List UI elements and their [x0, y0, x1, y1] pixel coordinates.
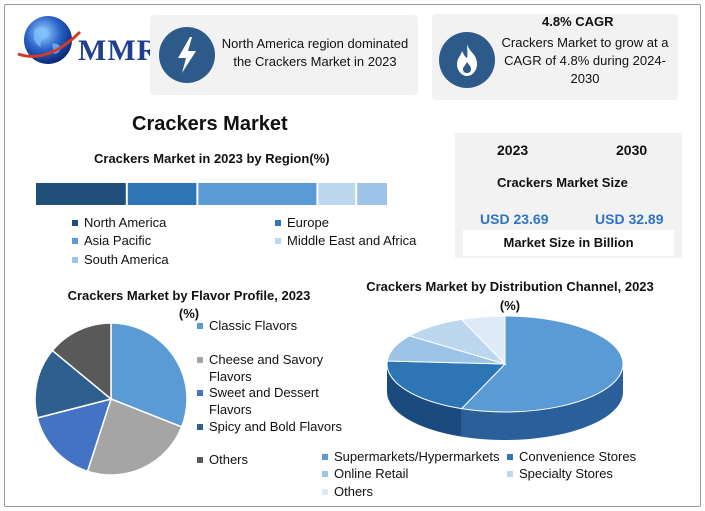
legend-sweet-dessert: Sweet and Dessert Flavors	[197, 384, 339, 418]
lightning-icon	[159, 27, 215, 83]
legend-swatch	[507, 453, 513, 460]
pie-slice-classic-flavors	[110, 322, 188, 428]
legend-convenience: Convenience Stores	[507, 449, 636, 464]
pie-slice-cheese-and-savory-flavors	[86, 398, 183, 476]
market-size-unit-note: Market Size in Billion	[463, 230, 674, 256]
bar-segment-south-america	[357, 183, 387, 205]
legend-label: Europe	[287, 215, 329, 230]
legend-label: Middle East and Africa	[287, 233, 417, 248]
legend-swatch	[197, 390, 203, 396]
infographic-frame	[4, 4, 701, 507]
legend-swatch	[197, 323, 203, 329]
bar-segment-north-america	[36, 183, 126, 205]
bar-segment-asia-pacific	[198, 183, 317, 205]
legend-swatch	[275, 237, 281, 244]
flavor-pie-chart	[34, 322, 188, 476]
legend-north-america: North America	[72, 215, 166, 230]
pie-wall-convenience-stores	[387, 364, 462, 437]
globe-logo-icon	[17, 16, 82, 64]
legend-swatch	[197, 424, 203, 430]
legend-dist-others: Others	[322, 484, 373, 499]
legend-swatch	[72, 219, 78, 226]
cagr-highlight-text: Crackers Market to grow at a CAGR of 4.8…	[501, 35, 669, 86]
legend-middle-east-africa: Middle East and Africa	[275, 233, 416, 248]
legend-label: Asia Pacific	[84, 233, 152, 248]
legend-swatch	[322, 453, 328, 460]
page-title: Crackers Market	[132, 113, 288, 135]
legend-label: Online Retail	[334, 466, 409, 481]
cagr-highlight-card: 4.8% CAGR Crackers Market to grow at a C…	[432, 14, 678, 100]
legend-swatch	[197, 357, 203, 363]
legend-label: Supermarkets/Hypermarkets	[334, 449, 500, 464]
flame-icon	[439, 32, 495, 88]
pie-depth-walls	[387, 364, 623, 440]
mmr-logo: MMR	[14, 10, 158, 74]
pie-slice-others	[460, 315, 506, 366]
flavor-chart-title: Crackers Market by Flavor Profile, 2023 …	[67, 288, 311, 321]
legend-flavor-others: Others	[197, 451, 249, 468]
market-size-start-value: USD 23.69	[480, 211, 549, 227]
bar-segment-middle-east-and-africa	[318, 183, 356, 205]
year-start: 2023	[497, 142, 529, 158]
legend-classic-flavors: Classic Flavors	[197, 317, 298, 334]
legend-label: South America	[84, 252, 169, 267]
legend-label: Others	[334, 484, 374, 499]
legend-swatch	[322, 470, 328, 477]
market-size-label: Crackers Market Size	[497, 175, 628, 190]
year-end: 2030	[616, 142, 648, 158]
legend-label: Others	[209, 452, 249, 467]
market-size-panel: 2023 2030 Crackers Market Size USD 23.69…	[455, 133, 682, 258]
legend-swatch	[507, 470, 513, 477]
legend-swatch	[322, 488, 328, 495]
legend-label: Classic Flavors	[209, 318, 298, 333]
legend-swatch	[275, 219, 281, 226]
legend-europe: Europe	[275, 215, 329, 230]
cagr-heading: 4.8% CAGR	[542, 14, 614, 29]
logo-text: MMR	[78, 34, 160, 67]
legend-swatch	[72, 237, 78, 244]
legend-label: North America	[84, 215, 167, 230]
distribution-pie-chart	[386, 315, 624, 440]
region-highlight-text: North America region dominated the Crack…	[221, 36, 409, 69]
pie-slice-supermarkets-hypermarkets	[460, 315, 624, 413]
legend-asia-pacific: Asia Pacific	[72, 233, 151, 248]
legend-specialty: Specialty Stores	[507, 466, 613, 481]
legend-supermarkets: Supermarkets/Hypermarkets	[322, 449, 499, 464]
pie-wall-supermarkets-hypermarkets	[461, 364, 623, 440]
pie-slice-convenience-stores	[386, 360, 507, 410]
legend-label: Specialty Stores	[519, 466, 613, 481]
pie-slice-spicy-and-bold-flavors	[34, 349, 113, 419]
legend-label: Sweet and Dessert Flavors	[209, 385, 319, 417]
legend-label: Cheese and Savory Flavors	[209, 352, 324, 384]
bar-segment-europe	[127, 183, 197, 205]
legend-spicy-bold: Spicy and Bold Flavors	[197, 418, 342, 435]
distribution-chart-title: Crackers Market by Distribution Channel,…	[366, 279, 654, 313]
legend-online-retail: Online Retail	[322, 466, 408, 481]
legend-swatch	[72, 256, 78, 263]
pie-slice-sweet-and-dessert-flavors	[36, 397, 113, 473]
region-highlight-card: North America region dominated the Crack…	[150, 15, 418, 95]
region-chart-title: Crackers Market in 2023 by Region(%)	[94, 151, 330, 166]
legend-south-america: South America	[72, 252, 169, 267]
region-stacked-bar	[36, 183, 387, 205]
pie-slice-others	[51, 322, 112, 401]
legend-label: Spicy and Bold Flavors	[209, 419, 342, 434]
legend-swatch	[197, 457, 203, 463]
market-size-end-value: USD 32.89	[595, 211, 664, 227]
legend-cheese-savory: Cheese and Savory Flavors	[197, 351, 339, 385]
legend-label: Convenience Stores	[519, 449, 637, 464]
